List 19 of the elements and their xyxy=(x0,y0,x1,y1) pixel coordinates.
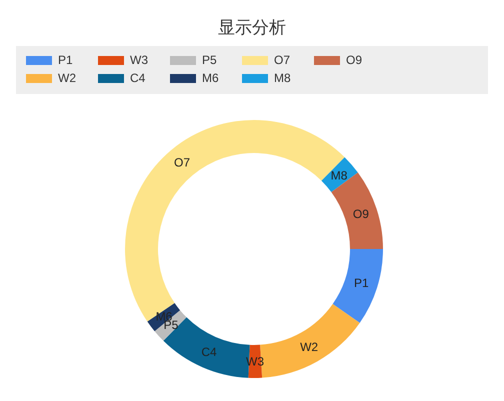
legend-label: M8 xyxy=(274,71,291,85)
donut-slice xyxy=(125,120,345,322)
legend-label: C4 xyxy=(130,71,146,85)
legend-label: O7 xyxy=(274,53,290,67)
legend-label: O9 xyxy=(346,53,362,67)
slice-label: C4 xyxy=(201,345,217,360)
legend-label: W3 xyxy=(130,53,148,67)
legend-label: P5 xyxy=(202,53,217,67)
slice-label: W2 xyxy=(300,340,318,354)
slice-label: O7 xyxy=(174,156,190,170)
slice-label: M8 xyxy=(330,168,348,182)
donut-slice xyxy=(331,172,383,249)
slice-label: P1 xyxy=(354,276,369,290)
legend-label: P1 xyxy=(58,53,73,67)
legend-label: W2 xyxy=(58,71,76,85)
legend-label: M6 xyxy=(202,71,219,85)
donut-slice xyxy=(332,249,383,323)
slice-label: O9 xyxy=(352,206,370,221)
chart-title: 显示分析 xyxy=(217,17,287,39)
